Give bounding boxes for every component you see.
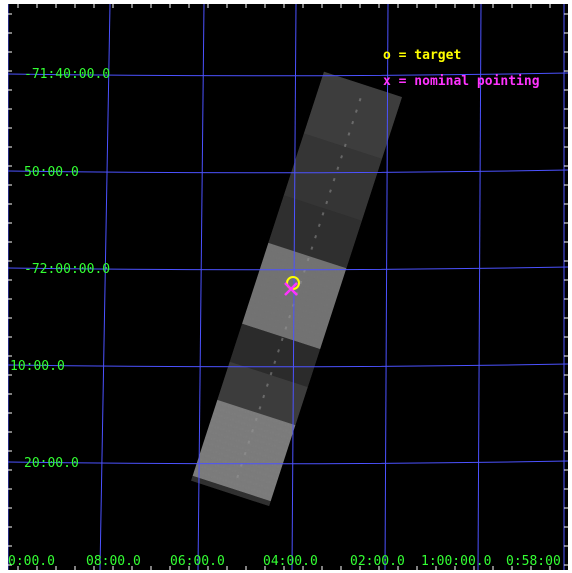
legend-target-text: o = target [383, 48, 462, 63]
sky-plot-svg [8, 4, 568, 570]
detector-segment [191, 475, 271, 507]
ra-label: 02:00.0 [350, 554, 405, 569]
dec-label: -72:00:00.0 [24, 262, 111, 277]
target-marker [286, 276, 300, 290]
ra-grid-line [197, 4, 205, 570]
dec-label: -71:40:00.0 [24, 67, 111, 82]
detector-segment-bright [192, 399, 296, 502]
ra-label: 1:00:00.0 [421, 554, 492, 569]
detector-segment [268, 195, 362, 269]
nominal-pointing-marker [284, 282, 298, 296]
ra-label: 08:00.0 [86, 554, 141, 569]
dec-grid-line [8, 72, 568, 77]
detector-segment [229, 323, 321, 388]
legend-pointing-text: x = nominal pointing [383, 74, 540, 89]
ra-label: 0:00.0 [8, 554, 55, 569]
detector-segment [283, 133, 382, 221]
detector-segment [303, 71, 402, 159]
ra-grid-line [477, 4, 482, 570]
dec-label: 50:00.0 [24, 165, 79, 180]
dec-grid-line [8, 266, 568, 271]
dec-label: 10:00.0 [10, 359, 65, 374]
detector-segment [217, 361, 308, 426]
ra-label: 0:58:00 [506, 554, 561, 569]
dec-label: 20:00.0 [24, 456, 79, 471]
dec-grid-line [8, 363, 568, 368]
ra-grid-line [384, 4, 389, 570]
dec-grid-line [8, 169, 568, 174]
coordinate-grid [8, 4, 568, 570]
ra-label: 04:00.0 [263, 554, 318, 569]
dec-grid-line [8, 460, 568, 465]
ra-label: 06:00.0 [170, 554, 225, 569]
sky-image: o = target x = nominal pointing -71:40:0… [8, 4, 568, 570]
ra-grid-line [99, 4, 111, 570]
